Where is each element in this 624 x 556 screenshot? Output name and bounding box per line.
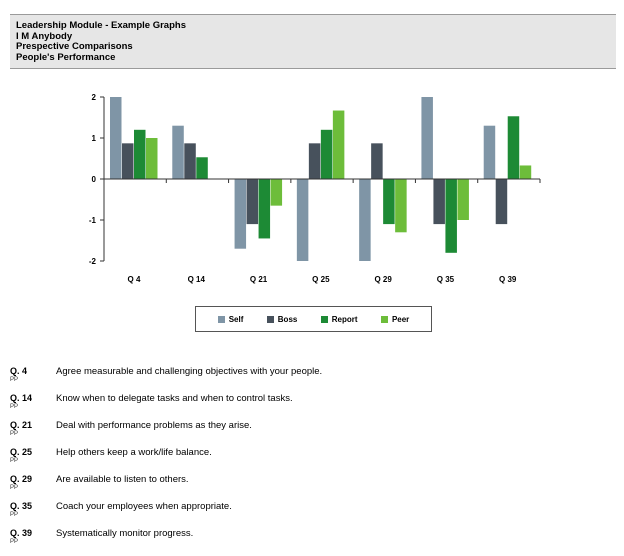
x-tick-label: Q 14 (188, 275, 206, 284)
question-number: Q. 21 (10, 420, 33, 430)
question-number: Q. 14 (10, 393, 33, 403)
question-tag: PP (10, 512, 19, 518)
y-tick-label: 2 (92, 93, 97, 102)
bar-self (296, 179, 309, 261)
legend-item-boss: Boss (266, 314, 298, 324)
bar-boss (122, 143, 134, 179)
question-item: Q. 14 PP Know when to delegate tasks and… (10, 393, 610, 420)
bar-peer (395, 179, 407, 233)
question-number: Q. 29 (10, 474, 33, 484)
header-section: People's Performance (16, 51, 116, 63)
bar-report (383, 179, 395, 225)
bar-self (421, 97, 433, 179)
bar-self (359, 179, 371, 261)
report-header: Leadership Module - Example Graphs I M A… (10, 14, 616, 69)
legend-label-boss: Boss (277, 314, 298, 324)
bar-boss (184, 143, 196, 179)
chart-legend: Self Boss Report Peer (195, 306, 432, 332)
question-item: Q. 35 PP Coach your employees when appro… (10, 501, 610, 528)
bar-boss (433, 179, 445, 225)
question-tag: PP (10, 404, 19, 410)
x-tick-label: Q 35 (437, 275, 455, 284)
question-item: Q. 4 PP Agree measurable and challenging… (10, 366, 610, 393)
bar-boss (495, 179, 508, 225)
question-text: Deal with performance problems as they a… (56, 420, 252, 431)
header-name: I M Anybody (16, 30, 73, 42)
x-tick-label: Q 29 (374, 275, 392, 284)
legend-item-peer: Peer (380, 314, 410, 324)
bar-peer (332, 110, 345, 179)
legend-label-self: Self (228, 314, 244, 324)
bar-self (483, 125, 496, 179)
bar-boss (308, 143, 321, 179)
question-number: Q. 39 (10, 528, 33, 538)
y-tick-label: 1 (92, 134, 97, 143)
question-text: Know when to delegate tasks and when to … (56, 393, 293, 404)
question-number: Q. 4 (10, 366, 28, 376)
y-tick-label: 0 (92, 175, 97, 184)
question-text: Help others keep a work/life balance. (56, 447, 212, 458)
bar-self (110, 97, 122, 179)
bar-peer (146, 138, 158, 179)
question-tag: PP (10, 485, 19, 491)
legend-swatch-boss (266, 315, 274, 323)
x-tick-label: Q 21 (250, 275, 268, 284)
question-item: Q. 21 PP Deal with performance problems … (10, 420, 610, 447)
legend-swatch-self (217, 315, 225, 323)
legend-item-report: Report (320, 314, 358, 324)
bar-self (172, 125, 184, 179)
question-text: Coach your employees when appropriate. (56, 501, 232, 512)
question-tag: PP (10, 431, 19, 437)
bar-report (320, 129, 333, 179)
question-text: Are available to listen to others. (56, 474, 189, 485)
bar-report (445, 179, 457, 253)
question-text: Systematically monitor progress. (56, 528, 194, 539)
legend-item-self: Self (217, 314, 244, 324)
legend-swatch-report (320, 315, 328, 323)
bar-report (196, 157, 208, 179)
question-tag: PP (10, 539, 19, 545)
bar-report (507, 116, 520, 179)
header-title: Leadership Module - Example Graphs (16, 20, 186, 31)
y-tick-label: -2 (89, 257, 97, 266)
legend-swatch-peer (380, 315, 388, 323)
legend-label-peer: Peer (391, 314, 410, 324)
x-tick-label: Q 25 (312, 275, 330, 284)
bar-self (234, 179, 247, 249)
bar-report (258, 179, 271, 239)
question-tag: PP (10, 377, 19, 383)
question-item: Q. 29 PP Are available to listen to othe… (10, 474, 610, 501)
bar-boss (246, 179, 259, 225)
question-item: Q. 39 PP Systematically monitor progress… (10, 528, 610, 555)
bar-peer (270, 179, 283, 206)
header-subtitle: Prespective Comparisons (16, 41, 133, 52)
x-tick-label: Q 39 (499, 275, 517, 284)
question-tag: PP (10, 458, 19, 464)
question-item: Q. 25 PP Help others keep a work/life ba… (10, 447, 610, 474)
question-text: Agree measurable and challenging objecti… (56, 366, 323, 377)
bar-peer (457, 179, 469, 220)
question-list: Q. 4 PP Agree measurable and challenging… (10, 366, 610, 555)
bar-chart: 2 1 0 -1 -2 Q 4 Q 14 Q 21 Q 25 Q 29 Q 35 Q 39 (89, 93, 541, 284)
question-number: Q. 35 (10, 501, 33, 511)
bar-peer (519, 165, 532, 179)
question-number: Q. 25 (10, 447, 33, 457)
bar-report (134, 129, 146, 179)
legend-label-report: Report (331, 314, 358, 324)
x-tick-label: Q 4 (128, 275, 141, 284)
y-tick-label: -1 (89, 216, 97, 225)
bar-boss (371, 143, 383, 179)
